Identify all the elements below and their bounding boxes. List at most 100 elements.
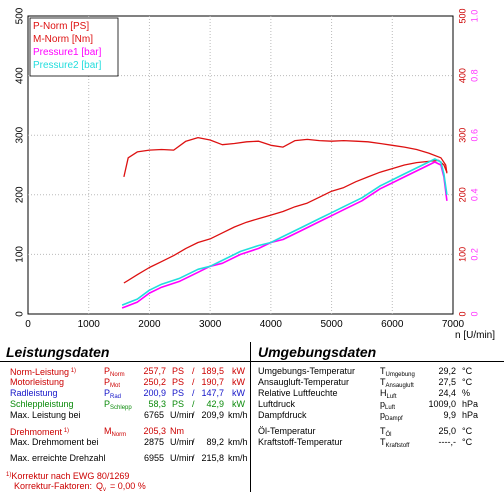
korrektur-value: = 0,00 % (110, 481, 146, 491)
umgebung-unit: % (462, 388, 471, 398)
leistung-sep: / (192, 377, 195, 387)
umgebung-value: 24,4 (438, 388, 456, 398)
max-leistung-row: Max. Leistung bei 6765 U/min/ 209,9 km/h (0, 410, 250, 421)
umgebung-row: Luftdruck pLuft 1009,0 hPa (258, 399, 504, 411)
leistung-unit-ps: PS (172, 399, 185, 409)
umgebung-row: Umgebungs-Temperatur TUmgebung 29,2 °C (258, 366, 504, 378)
leistung-value-kw: 189,5 (201, 366, 224, 376)
max-leistung-row-value1: 6765 (143, 410, 164, 420)
umgebung-unit: °C (462, 377, 473, 387)
y-tick-label-right-inner: 0 (457, 311, 467, 316)
umgebung-label: Umgebungs-Temperatur (258, 366, 356, 376)
symbol-subscript: Rad (110, 394, 122, 400)
footnote-mark: 1) (6, 472, 12, 478)
leistung-value-kw: 147,7 (201, 388, 224, 398)
umgebung-value: 27,5 (438, 377, 456, 387)
leistung-value-ps: 250,2 (143, 377, 166, 387)
umgebung-unit: hPa (462, 399, 479, 409)
y-tick-label-right-inner: 400 (457, 68, 467, 83)
max-leistung-row-value2: 209,9 (201, 410, 224, 420)
leistung-sep: / (192, 399, 195, 409)
leistung-value-ps: 257,7 (143, 366, 166, 376)
leistung-row: Schleppleistung PSchlepp 58,3 PS / 42,9 kW (0, 399, 250, 411)
y-tick-label-right-inner: 300 (457, 128, 467, 143)
x-tick-label: 1000 (78, 319, 101, 330)
x-tick-label: 3000 (199, 319, 222, 330)
leistung-title: Leistungsdaten (6, 344, 110, 360)
umgebung-label: Öl-Temperatur (258, 426, 316, 436)
symbol-subscript: Öl (385, 432, 392, 438)
max-drehmoment-row: Max. Drehmoment bei 2875 U/min/ 89,2 km/h (0, 437, 250, 448)
umgebung-value: 25,0 (438, 426, 456, 436)
y-tick-label-right-outer: 0.4 (469, 189, 479, 202)
footnote-mark: 1) (62, 428, 70, 434)
umgebung-label: Luftdruck (258, 399, 296, 409)
umgebung-value: 9,9 (443, 410, 456, 420)
x-tick-label: 6000 (381, 319, 404, 330)
y-tick-label-left: 100 (15, 246, 26, 263)
series-group (121, 136, 448, 309)
leistung-symbol: PSchlepp (104, 399, 132, 411)
max-leistung-row-unit2: km/h (228, 410, 248, 420)
footnote-mark: 1) (69, 368, 77, 374)
korrektur-label: Korrektur-Faktoren: (14, 481, 93, 491)
max-drehmoment-row-value1: 2875 (143, 437, 164, 447)
korrektur-symbol: Qv (96, 481, 107, 493)
axes: 0 1000 2000 3000 4000 5000 6000 700001002003004… (15, 7, 496, 341)
umgebung-row: Dampfdruck pDampf 9,9 hPa (258, 410, 504, 422)
symbol-subscript: Norm (110, 372, 125, 378)
max-drehzahl-row-sep: / (192, 453, 195, 463)
max-leistung-row-unit1: U/min (170, 410, 194, 420)
umgebung-row: Relative Luftfeuchte HLuft 24,4% (258, 388, 504, 400)
y-tick-label-right-inner: 200 (457, 187, 467, 202)
symbol-subscript: Norm (111, 432, 127, 438)
y-tick-label-left: 200 (15, 186, 26, 203)
x-tick-label: 7000 (442, 319, 465, 330)
drehmoment-symbol: MNorm (104, 426, 127, 438)
legend: P-Norm [PS] M-Norm [Nm] Pressure1 [bar] Pre… (29, 17, 119, 77)
max-drehmoment-row-unit1: U/min (170, 437, 194, 447)
y-tick-label-left: 500 (15, 7, 26, 24)
y-tick-label-right-inner: 500 (457, 8, 467, 23)
leistung-label: Norm-Leistung 1) (10, 367, 77, 377)
max-drehzahl-row-unit2: km/h (228, 453, 248, 463)
umgebung-symbol: TKraftstoff (380, 437, 410, 449)
leistung-row: Radleistung PRad 200,9 PS / 147,7 kW (0, 388, 250, 400)
series-line-2 (123, 136, 448, 178)
leistung-label: Motorleistung (10, 377, 65, 387)
umgebung-unit: °C (462, 437, 473, 447)
symbol-subscript: Luft (386, 394, 397, 400)
korrektur-line2: Korrektur-Faktoren: Qv = 0,00 % (14, 481, 250, 493)
drehmoment-value: 205,3 (143, 426, 166, 436)
umgebung-title: Umgebungsdaten (258, 344, 377, 360)
umgebung-symbol: HLuft (380, 388, 397, 400)
series-line-4 (121, 158, 448, 306)
umgebung-value: 1009,0 (428, 399, 456, 409)
y-tick-label-left: 300 (15, 126, 26, 143)
umgebung-row: Ansaugluft-Temperatur TAnsaugluft 27,5 °C (258, 377, 504, 389)
umgebung-symbol: pLuft (380, 399, 396, 411)
leistung-value-ps: 200,9 (143, 388, 166, 398)
max-drehmoment-row-sep: / (192, 437, 195, 447)
umgebung-symbol: TAnsaugluft (380, 377, 414, 389)
max-drehzahl-row-value1: 6955 (143, 453, 164, 463)
umgebung-symbol: pDampf (380, 410, 403, 422)
symbol-subscript: Schlepp (110, 405, 132, 411)
max-drehmoment-row-unit2: km/h (228, 437, 248, 447)
max-leistung-row-label: Max. Leistung bei (10, 410, 81, 420)
data-panel: Leistungsdaten Umgebungsdaten Norm-Leist… (0, 342, 504, 493)
symbol-subscript: Ansaugluft (385, 383, 414, 389)
header-divider (0, 361, 504, 362)
leistung-symbol: PNorm (104, 366, 125, 378)
legend-box (29, 17, 119, 77)
umgebung-unit: hPa (462, 410, 479, 420)
max-drehzahl-row-unit1: U/min (170, 453, 194, 463)
leistung-unit-kw: kW (232, 388, 245, 398)
leistung-unit-ps: PS (172, 366, 185, 376)
leistung-unit-kw: kW (232, 366, 245, 376)
series-line-3 (121, 161, 448, 309)
umgebung-unit: °C (462, 366, 473, 376)
symbol-subscript: v (103, 487, 107, 493)
leistung-value-kw: 190,7 (201, 377, 224, 387)
umgebung-label: Dampfdruck (258, 410, 307, 420)
